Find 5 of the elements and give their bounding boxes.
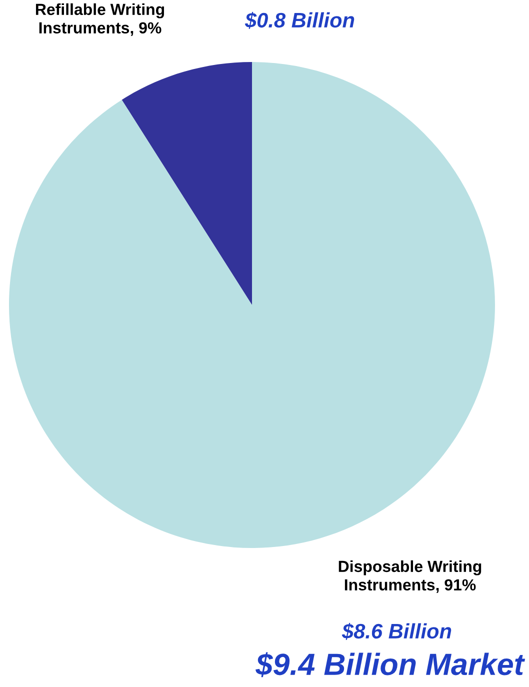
text: $0.8 Billion (244, 12, 354, 29)
text: $9.4 Billion Market (256, 652, 526, 678)
slice-label: Refillable Writing Instruments, 9% (36, 3, 164, 36)
text: $8.6 Billion (342, 622, 452, 640)
slice-label: Disposable Writing Instruments, 91% (338, 560, 482, 593)
